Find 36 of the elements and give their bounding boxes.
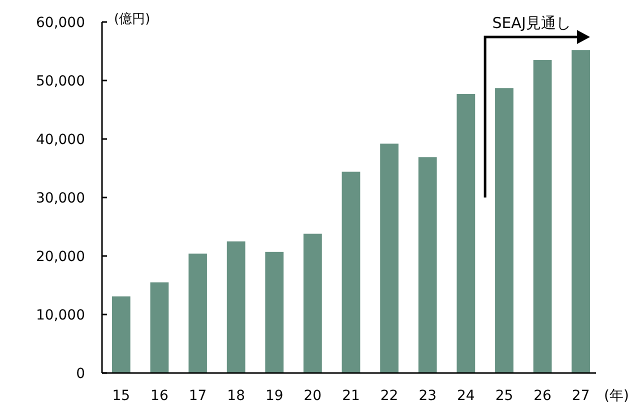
y-tick-label: 10,000 [36, 307, 85, 324]
annotation: SEAJ見通し [492, 14, 571, 32]
bar [456, 94, 476, 373]
x-tick-label: 26 [534, 388, 552, 404]
x-axis-title: (年) [604, 388, 629, 404]
x-tick-label: 17 [188, 388, 207, 404]
y-tick-label: 40,000 [36, 132, 85, 148]
x-tick-label: 20 [304, 388, 322, 404]
y-axis-title: (億円) [114, 12, 150, 27]
bar [380, 144, 398, 373]
x-tick-label: 21 [342, 388, 360, 404]
x-tick-label: 27 [572, 388, 590, 404]
x-tick-label: 23 [418, 388, 437, 404]
y-tick-label: 60,000 [36, 14, 85, 31]
y-tick-label: 0 [76, 366, 85, 382]
x-tick-label: 16 [150, 388, 168, 404]
x-tick-label: 25 [495, 388, 514, 404]
bar [418, 157, 437, 373]
y-tick-label: 20,000 [36, 248, 85, 265]
bar [572, 50, 590, 373]
bar [495, 88, 514, 373]
x-tick-label: 18 [227, 388, 245, 404]
bar [150, 282, 169, 373]
x-tick-label: 22 [380, 388, 398, 404]
bar [226, 241, 246, 373]
y-tick-label: 30,000 [36, 190, 85, 206]
bar [188, 254, 207, 373]
bar [112, 296, 130, 373]
bar [342, 172, 360, 373]
x-tick-label: 19 [265, 388, 284, 404]
x-tick-label: 15 [112, 388, 130, 404]
x-tick-label: 24 [457, 388, 475, 404]
bar [533, 60, 552, 373]
y-tick-label: 50,000 [36, 73, 85, 90]
bar [304, 234, 322, 373]
bar [265, 252, 284, 373]
